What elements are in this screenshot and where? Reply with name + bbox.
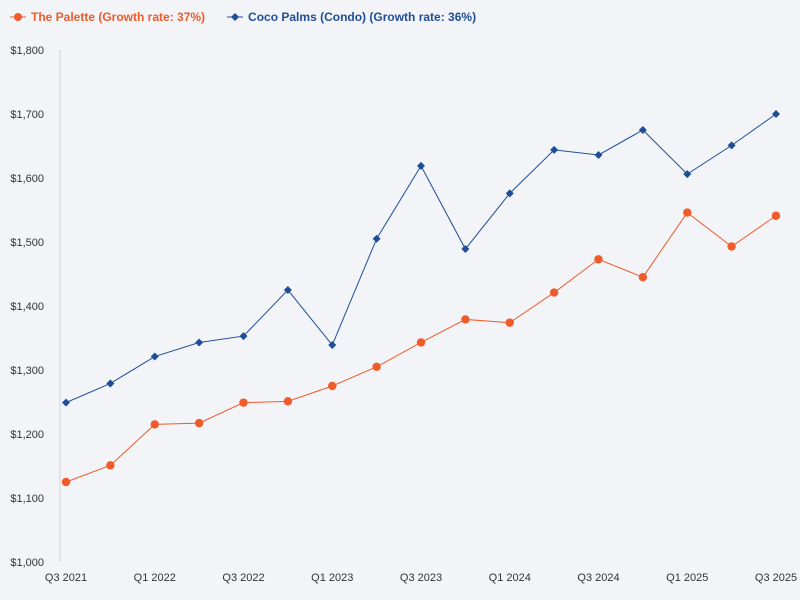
data-point bbox=[417, 161, 425, 170]
x-tick-label: Q3 2022 bbox=[222, 572, 264, 584]
data-point bbox=[106, 379, 115, 388]
legend-marker bbox=[231, 13, 240, 21]
series-layer bbox=[61, 110, 781, 487]
data-point bbox=[283, 397, 293, 406]
series-line bbox=[65, 113, 777, 404]
y-tick-label: $1,400 bbox=[10, 301, 44, 313]
x-tick-label: Q3 2025 bbox=[755, 572, 797, 584]
y-axis-ticks: $1,000 $1,100 $1,200 $1,300 $1,400 $1,500 $1,6… bbox=[10, 45, 44, 569]
data-point bbox=[683, 170, 692, 179]
data-point bbox=[328, 381, 337, 391]
series-the-palette bbox=[61, 208, 781, 487]
data-point bbox=[195, 338, 204, 347]
data-point bbox=[549, 288, 559, 297]
data-point bbox=[638, 126, 647, 134]
x-tick-label: Q1 2024 bbox=[489, 572, 531, 584]
data-point bbox=[150, 352, 159, 361]
x-tick-label: Q1 2023 bbox=[311, 572, 353, 584]
data-point bbox=[62, 398, 70, 407]
y-tick-label: $1,100 bbox=[10, 493, 44, 505]
legend-item: Coco Palms (Condo) (Growth rate: 36%) bbox=[227, 10, 476, 24]
x-axis-ticks: Q3 2021 Q1 2022 Q3 2022 Q1 2023 Q3 2023 Q1 20… bbox=[45, 572, 797, 584]
data-point bbox=[594, 150, 603, 159]
data-point bbox=[416, 338, 426, 347]
data-point bbox=[150, 420, 159, 429]
legend-label: The Palette (Growth rate: 37%) bbox=[31, 10, 205, 24]
data-point bbox=[239, 332, 248, 341]
y-tick-label: $1,000 bbox=[10, 557, 44, 569]
data-point bbox=[550, 145, 559, 154]
data-point bbox=[461, 245, 470, 254]
x-tick-label: Q1 2025 bbox=[666, 572, 708, 584]
series-line bbox=[65, 211, 777, 483]
data-point bbox=[638, 273, 648, 282]
data-point bbox=[328, 341, 337, 350]
x-tick-label: Q3 2023 bbox=[400, 572, 442, 584]
legend: The Palette (Growth rate: 37%) Coco Palms… bbox=[10, 10, 476, 24]
x-tick-label: Q3 2021 bbox=[45, 572, 87, 584]
data-point bbox=[505, 189, 514, 198]
y-tick-label: $1,500 bbox=[10, 237, 44, 249]
x-tick-label: Q1 2022 bbox=[134, 572, 176, 584]
data-point bbox=[61, 477, 71, 487]
y-tick-label: $1,200 bbox=[10, 429, 44, 441]
y-tick-label: $1,600 bbox=[10, 173, 44, 185]
data-point bbox=[372, 234, 381, 243]
data-point bbox=[239, 398, 248, 407]
data-point bbox=[771, 211, 781, 220]
data-point bbox=[194, 418, 204, 428]
data-point bbox=[461, 315, 470, 324]
data-point bbox=[372, 362, 381, 371]
data-point bbox=[727, 141, 736, 150]
legend-marker bbox=[14, 13, 22, 21]
data-point bbox=[106, 461, 115, 470]
data-point bbox=[727, 242, 736, 251]
data-point bbox=[772, 110, 780, 118]
x-tick-label: Q3 2024 bbox=[577, 572, 619, 584]
data-point bbox=[594, 255, 603, 264]
series-coco-palms bbox=[62, 110, 780, 407]
y-tick-label: $1,800 bbox=[10, 45, 44, 57]
data-point bbox=[683, 208, 692, 217]
legend-item: The Palette (Growth rate: 37%) bbox=[10, 10, 205, 24]
y-tick-label: $1,700 bbox=[10, 109, 44, 121]
data-point bbox=[283, 286, 292, 294]
y-tick-label: $1,300 bbox=[10, 365, 44, 377]
legend-label: Coco Palms (Condo) (Growth rate: 36%) bbox=[248, 10, 476, 24]
data-point bbox=[505, 318, 514, 327]
axes: $1,000 $1,100 $1,200 $1,300 $1,400 $1,500 $1,6… bbox=[10, 45, 797, 584]
